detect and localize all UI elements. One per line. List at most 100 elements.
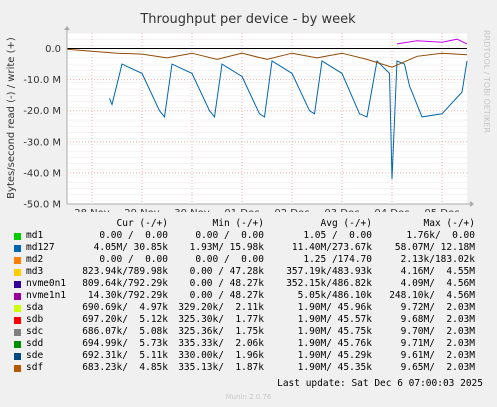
legend-max: 9.71M/ 2.03M — [400, 338, 475, 349]
series-line-md127 — [109, 59, 468, 180]
legend-max: 4.16M/ 4.55M — [400, 266, 475, 277]
legend-swatch — [14, 292, 21, 300]
legend-swatch — [14, 316, 21, 324]
legend-swatch — [14, 244, 21, 252]
throughput-chart: Throughput per device - by week Bytes/se… — [6, 12, 491, 212]
legend-cur: 683.23k/ 4.85k — [82, 362, 168, 373]
legend-max: 4.09M/ 4.56M — [400, 278, 475, 289]
legend-min: 335.13k/ 1.87k — [178, 362, 264, 373]
legend-name: md2 — [26, 254, 44, 265]
y-tick-label: -10.0 M — [23, 75, 61, 86]
y-tick-label: -40.0 M — [23, 168, 61, 179]
legend-name: sdd — [26, 338, 44, 349]
series-lines — [66, 38, 468, 180]
y-tick-labels: 0.0 -10.0 M -20.0 M -30.0 M -40.0 M -50.0 M — [23, 44, 61, 210]
x-tick-label: 04 Dec — [374, 208, 409, 212]
plot-area — [67, 33, 467, 204]
x-tick-label: 05 Dec — [424, 208, 459, 212]
legend-row-md127: md127 4.05M/ 30.85k 1.93M/ 15.98k 11.40M/27… — [14, 242, 475, 254]
legend-row-md1: md1 0.00 / 0.00 0.00 / 0.00 1.05 / 0.00 1.76… — [14, 230, 475, 242]
legend-avg: 1.90M/ 45.96k — [297, 302, 372, 313]
legend-avg: 1.90M/ 45.29k — [297, 350, 372, 361]
legend-max: 58.07M/ 12.18M — [394, 242, 475, 253]
x-tick-label: 30 Nov — [174, 208, 210, 212]
legend-max: 2.13k/183.02k — [400, 254, 475, 265]
y-tick-label: -50.0 M — [23, 200, 61, 211]
legend-avg: 352.15k/486.82k — [286, 278, 372, 289]
legend-cur: 14.30k/792.29k — [87, 290, 168, 301]
legend-avg: 1.90M/ 45.76k — [297, 338, 372, 349]
legend-swatch — [14, 268, 21, 276]
legend-header: Cur (-/+) Min (-/+) Avg (-/+) Max (-/+) — [14, 218, 475, 230]
legend-name: sdf — [26, 362, 44, 373]
legend-swatch — [14, 304, 21, 312]
legend-name: nvme1n1 — [26, 290, 67, 301]
legend-avg: 1.90M/ 45.35k — [297, 362, 372, 373]
legend-row-sdf: sdf 683.23k/ 4.85k 335.13k/ 1.87k 1.90M/ 45… — [14, 362, 475, 374]
legend-max: 9.65M/ 2.03M — [400, 362, 475, 373]
legend-row-sdc: sdc 686.07k/ 5.08k 325.36k/ 1.75k 1.90M/ 45… — [14, 326, 475, 338]
legend-avg: 357.19k/483.93k — [286, 266, 372, 277]
legend-cur: 809.64k/792.29k — [82, 278, 168, 289]
chart-title: Throughput per device - by week — [139, 12, 356, 27]
y-tick-label: -20.0 M — [23, 106, 61, 117]
legend-avg: 1.25 /174.70 — [303, 254, 372, 265]
x-axis-arrow-icon — [470, 201, 474, 207]
legend-row-md3: md3 823.94k/789.98k 0.00 / 47.28k 357.19k/4… — [14, 266, 475, 278]
legend-avg: 11.40M/273.67k — [291, 242, 372, 253]
legend-max: 9.70M/ 2.03M — [400, 326, 475, 337]
x-tick-label: 29 Nov — [124, 208, 160, 212]
legend-min: 0.00 / 0.00 — [195, 230, 264, 241]
legend-name: md3 — [26, 266, 44, 277]
legend-swatch — [14, 280, 21, 288]
munin-version: Munin 2.0.76 — [225, 393, 272, 401]
legend-cur: 694.99k/ 5.73k — [82, 338, 168, 349]
legend-row-sde: sde 692.31k/ 5.11k 330.00k/ 1.96k 1.90M/ 45… — [14, 350, 475, 362]
legend-min: 0.00 / 47.28k — [189, 266, 264, 277]
legend-row-nvme0n1: nvme0n1 809.64k/792.29k 0.00 / 48.27k 352.1… — [14, 278, 475, 290]
legend-avg: 1.90M/ 45.75k — [297, 326, 372, 337]
legend-rows: md1 0.00 / 0.00 0.00 / 0.00 1.05 / 0.00 1.76… — [14, 230, 475, 374]
legend-header-cur: Cur (-/+) — [116, 218, 168, 229]
legend-min: 325.36k/ 1.75k — [178, 326, 264, 337]
legend-name: sda — [26, 302, 44, 313]
grid-lines — [67, 32, 467, 205]
legend-max: 1.76k/ 0.00 — [406, 230, 475, 241]
x-tick-label: 01 Dec — [224, 208, 259, 212]
legend-swatch — [14, 256, 21, 264]
legend-cur: 690.69k/ 4.97k — [82, 302, 168, 313]
last-update: Last update: Sat Dec 6 07:00:03 2025 — [277, 378, 483, 389]
series-line-nvme1n1 — [396, 38, 468, 45]
y-tick-label: 0.0 — [45, 44, 61, 55]
legend-cur: 4.05M/ 30.85k — [93, 242, 168, 253]
x-tick-label: 02 Dec — [274, 208, 309, 212]
legend-min: 330.00k/ 1.96k — [178, 350, 264, 361]
legend-header-avg: Avg (-/+) — [320, 218, 372, 229]
legend-header-min: Min (-/+) — [212, 218, 264, 229]
legend-name: sdc — [26, 326, 44, 337]
legend-cur: 0.00 / 0.00 — [99, 254, 168, 265]
legend-swatch — [14, 232, 21, 240]
legend-row-nvme1n1: nvme1n1 14.30k/792.29k 0.00 / 48.27k 5.05k/… — [14, 290, 475, 302]
legend-name: nvme0n1 — [26, 278, 67, 289]
legend-name: sdb — [26, 314, 44, 325]
legend-cur: 692.31k/ 5.11k — [82, 350, 168, 361]
legend-row-sda: sda 690.69k/ 4.97k 329.20k/ 2.11k 1.90M/ 45… — [14, 302, 475, 314]
legend-header-max: Max (-/+) — [423, 218, 475, 229]
legend-min: 0.00 / 0.00 — [195, 254, 264, 265]
y-axis-arrow-icon — [64, 26, 70, 30]
legend-swatch — [14, 340, 21, 348]
legend-cur: 686.07k/ 5.08k — [82, 326, 168, 337]
legend-max: 9.68M/ 2.03M — [400, 314, 475, 325]
x-tick-label: 28 Nov — [74, 208, 110, 212]
legend-cur: 0.00 / 0.00 — [99, 230, 168, 241]
legend-min: 0.00 / 48.27k — [189, 290, 264, 301]
x-tick-labels: 28 Nov 29 Nov 30 Nov 01 Dec 02 Dec 03 Dec 04 D… — [74, 208, 459, 212]
legend-avg: 5.05k/486.10k — [297, 290, 372, 301]
legend-min: 329.20k/ 2.11k — [178, 302, 264, 313]
series-line-sdf — [66, 48, 468, 68]
legend-max: 248.10k/ 4.56M — [389, 290, 475, 301]
legend-cur: 697.20k/ 5.12k — [82, 314, 168, 325]
legend-swatch — [14, 364, 21, 372]
legend-row-sdb: sdb 697.20k/ 5.12k 325.30k/ 1.77k 1.90M/ 45… — [14, 314, 475, 326]
